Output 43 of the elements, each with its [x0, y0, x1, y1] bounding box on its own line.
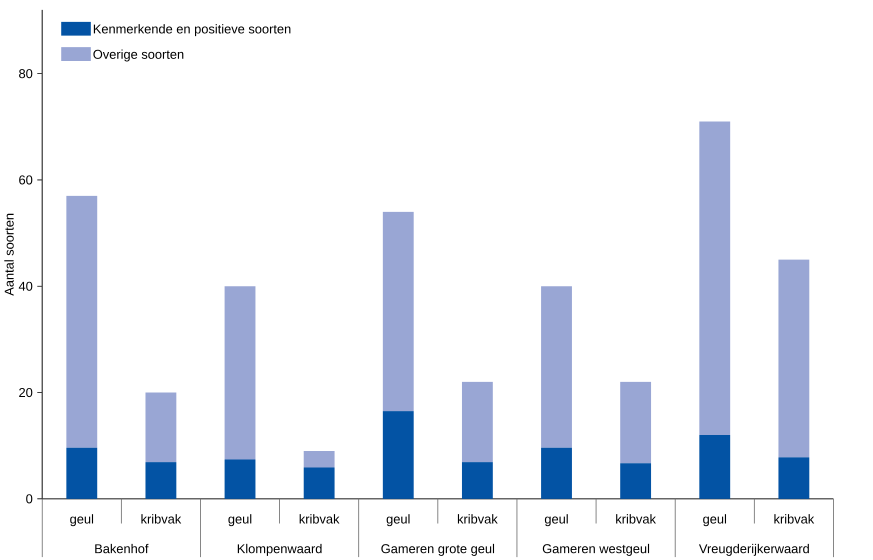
- x-tick-label: geul: [544, 514, 568, 526]
- bar: [778, 260, 810, 458]
- y-tick-label: 80: [19, 69, 32, 78]
- bar: [224, 286, 256, 460]
- x-tick-label: kribvak: [141, 514, 182, 524]
- y-tick-label: 60: [19, 175, 32, 184]
- bar: [541, 286, 572, 448]
- x-tick-label: geul: [70, 514, 94, 526]
- bar: [699, 435, 730, 499]
- y-tick-label: 40: [18, 282, 32, 291]
- legend-label: Kenmerkende en positieve soorten: [94, 24, 290, 36]
- bar: [699, 121, 730, 435]
- y-axis-title: Aantal soorten: [4, 214, 14, 296]
- bar: [620, 463, 652, 499]
- text: Gameren grote geul: [381, 544, 494, 556]
- bar: [66, 448, 98, 499]
- x-tick-label: geul: [386, 514, 410, 526]
- bar: [224, 459, 256, 499]
- bar: [778, 457, 810, 499]
- y-tick-label: 0: [26, 494, 32, 504]
- text: Klompenwaard: [238, 544, 322, 556]
- x-tick-label: kribvak: [774, 514, 814, 524]
- bar: [462, 382, 493, 462]
- text: Gameren westgeul: [542, 544, 650, 556]
- bar: [145, 392, 176, 462]
- x-tick-label: kribvak: [300, 514, 340, 524]
- bar: [145, 462, 176, 499]
- bar: [382, 411, 414, 499]
- x-tick-label: kribvak: [458, 514, 498, 524]
- bar: [541, 448, 572, 499]
- bar: [304, 467, 335, 499]
- text: Vreugderijkerwaard: [698, 544, 809, 556]
- bar: [462, 462, 493, 499]
- y-tick-label: 20: [19, 388, 32, 398]
- bar: [66, 196, 98, 448]
- x-tick-label: kribvak: [616, 514, 656, 524]
- bar: [304, 450, 335, 468]
- text: Bakenhof: [95, 544, 148, 554]
- x-tick-label: geul: [228, 514, 252, 526]
- x-tick-label: geul: [703, 514, 726, 526]
- bar: [382, 212, 414, 412]
- legend-label: Overige soorten: [93, 49, 184, 62]
- bar: [620, 382, 652, 464]
